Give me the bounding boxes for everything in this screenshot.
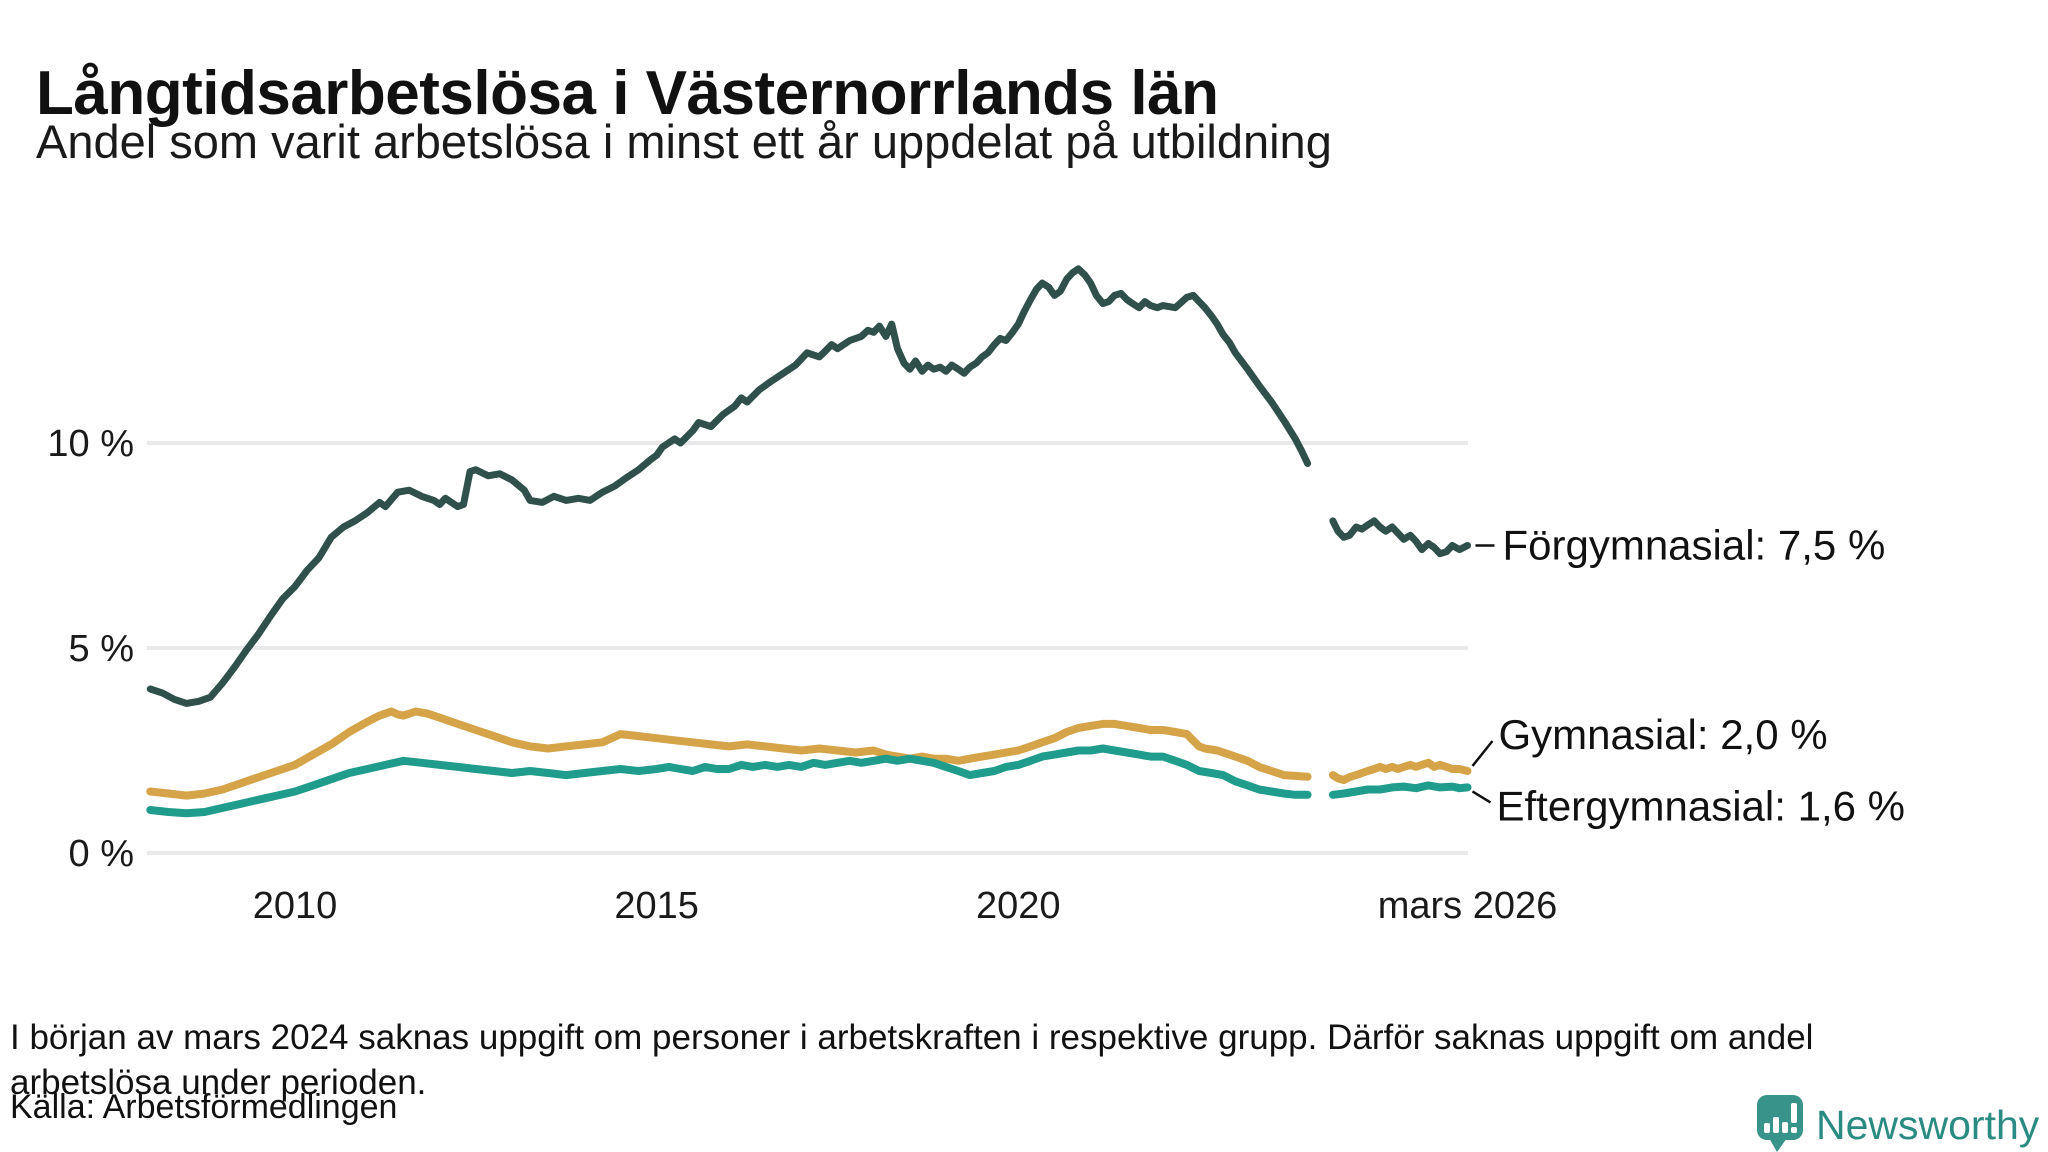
source-line: Källa: Arbetsförmedlingen — [10, 1088, 398, 1126]
x-tick-label: 2015 — [614, 885, 699, 927]
series-line-eftergymnasial-seg1 — [1328, 781, 1472, 799]
footnote: I början av mars 2024 saknas uppgift om … — [10, 1018, 1814, 1103]
series-end-label-förgymnasial: Förgymnasial: 7,5 % — [1502, 522, 1885, 569]
chart-title: Långtidsarbetslösa i Västernorrlands län — [36, 58, 1219, 128]
annotation-connector-gymnasial — [1471, 740, 1494, 767]
annotation-connector-eftergymnasial — [1471, 790, 1492, 804]
series-line-gymnasial-seg1 — [1328, 758, 1472, 784]
y-tick-label: 5 % — [69, 628, 134, 670]
series-line-förgymnasial-seg1 — [1329, 517, 1471, 558]
y-tick-label: 10 % — [47, 423, 134, 465]
y-tick-label: 0 % — [69, 833, 134, 875]
series-line-eftergymnasial-seg0 — [146, 744, 1312, 818]
x-tick-label: mars 2026 — [1378, 885, 1558, 927]
series-end-label-eftergymnasial: Eftergymnasial: 1,6 % — [1496, 782, 1905, 829]
newsworthy-logo-text: Newsworthy — [1816, 1102, 2040, 1148]
series-end-label-gymnasial: Gymnasial: 2,0 % — [1498, 711, 1827, 758]
newsworthy-logo[interactable]: Newsworthy — [1756, 1094, 2039, 1152]
x-tick-label: 2010 — [253, 885, 338, 927]
series-line-förgymnasial-seg0 — [146, 265, 1312, 707]
newsworthy-pin-barchart-icon — [1756, 1094, 1804, 1152]
x-tick-label: 2020 — [976, 885, 1061, 927]
chart-subtitle: Andel som varit arbetslösa i minst ett å… — [36, 115, 1332, 168]
series-line-gymnasial-seg0 — [146, 707, 1312, 800]
